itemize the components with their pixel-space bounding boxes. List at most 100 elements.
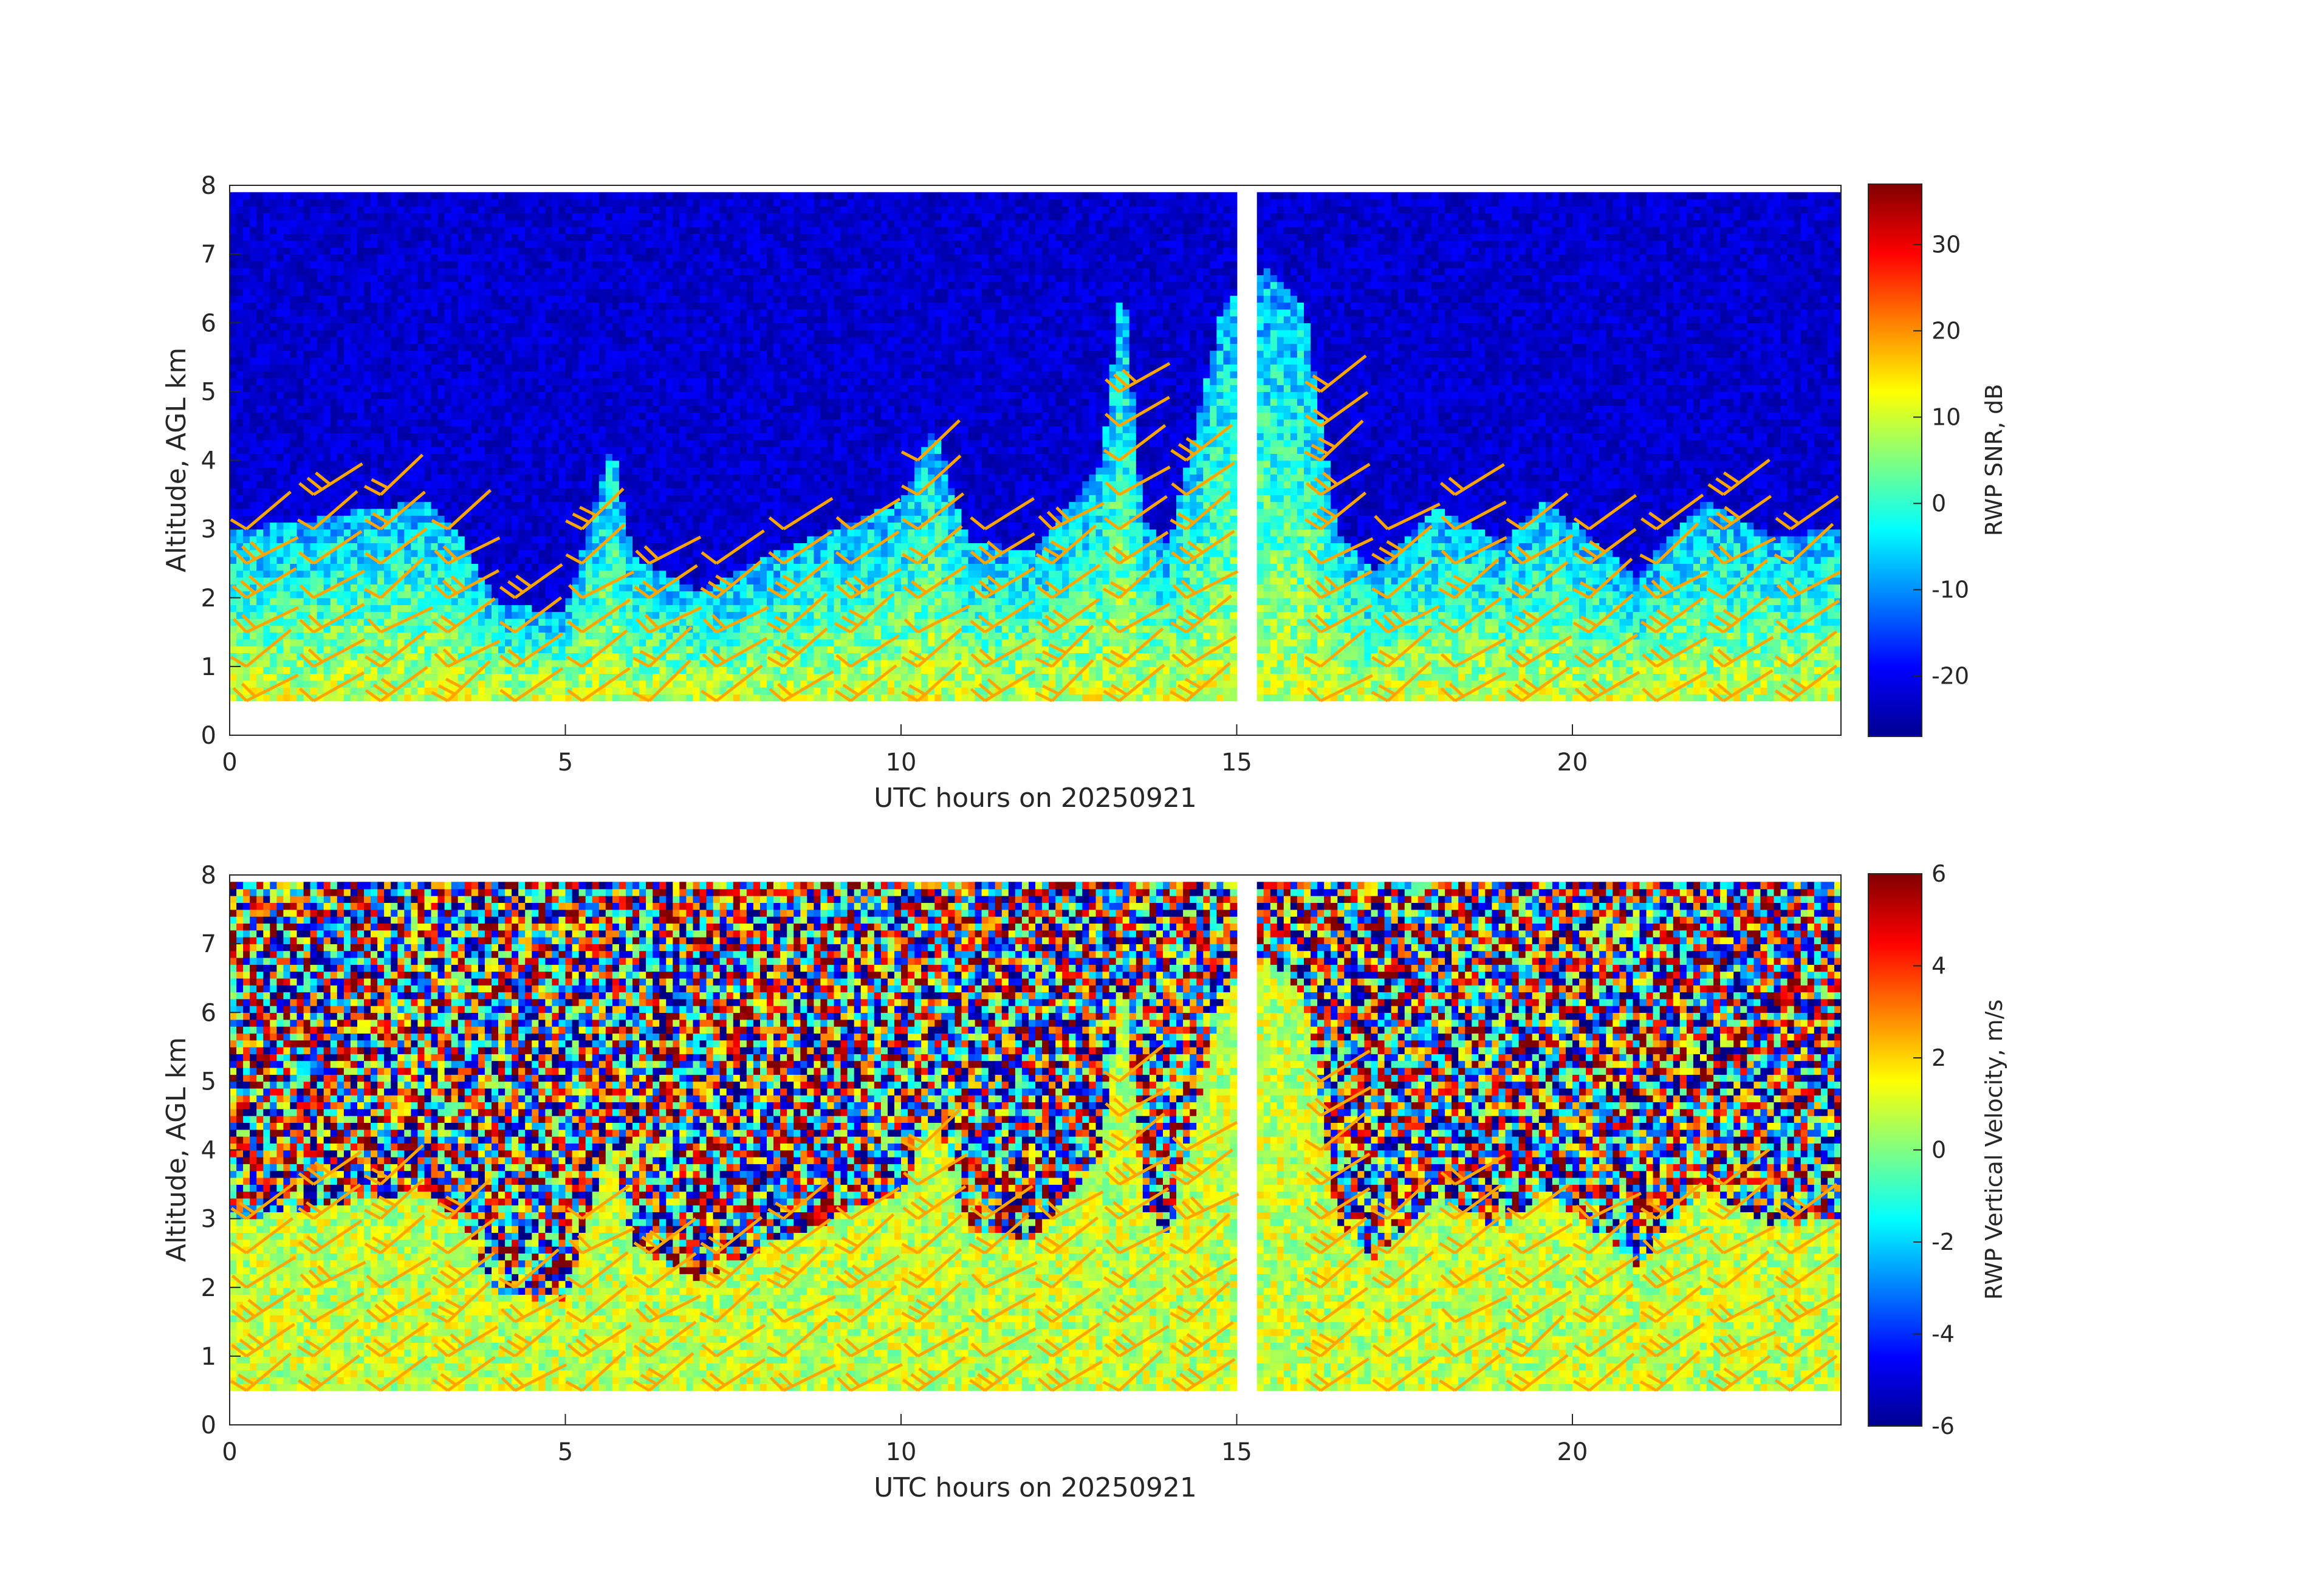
heatmap-cell: [384, 673, 391, 681]
heatmap-cell: [639, 632, 646, 639]
heatmap-cell: [256, 275, 264, 282]
heatmap-cell: [411, 426, 418, 433]
heatmap-cell: [659, 639, 667, 647]
heatmap-cell: [310, 495, 318, 502]
heatmap-cell: [243, 371, 250, 378]
heatmap-cell: [304, 509, 311, 516]
heatmap-cell: [351, 330, 358, 337]
heatmap-cell: [592, 453, 600, 461]
heatmap-cell: [606, 522, 613, 529]
heatmap-cell: [465, 433, 472, 440]
heatmap-cell: [451, 309, 459, 317]
heatmap-cell: [230, 543, 237, 550]
heatmap-cell: [276, 605, 284, 612]
heatmap-cell: [324, 501, 331, 509]
heatmap-cell: [498, 515, 506, 523]
heatmap-cell: [384, 227, 391, 234]
heatmap-cell: [404, 378, 411, 385]
heatmap-cell: [324, 378, 331, 385]
heatmap-cell: [377, 509, 385, 516]
heatmap-cell: [586, 419, 593, 427]
snr-panel: 0 5 10 15 20012345678 UTC hours on 20250921 …: [161, 172, 2007, 814]
heatmap-cell: [391, 268, 398, 275]
heatmap-cell: [310, 673, 318, 681]
heatmap-cell: [498, 571, 506, 578]
heatmap-cell: [371, 261, 378, 268]
heatmap-cell: [411, 598, 418, 605]
heatmap-cell: [438, 289, 445, 296]
heatmap-cell: [357, 550, 365, 557]
heatmap-cell: [498, 192, 506, 199]
heatmap-cell: [485, 667, 492, 674]
heatmap-cell: [532, 261, 539, 268]
heatmap-cell: [256, 611, 264, 619]
heatmap-cell: [404, 289, 411, 296]
heatmap-cell: [317, 529, 324, 537]
heatmap-cell: [579, 323, 586, 330]
heatmap-cell: [458, 364, 465, 371]
heatmap-cell: [626, 199, 633, 207]
heatmap-cell: [492, 289, 499, 296]
heatmap-cell: [230, 673, 237, 681]
heatmap-cell: [344, 591, 351, 598]
heatmap-cell: [639, 309, 646, 317]
heatmap-cell: [538, 598, 546, 605]
heatmap-cell: [512, 467, 519, 475]
heatmap-cell: [471, 254, 479, 261]
heatmap-cell: [471, 632, 479, 639]
heatmap-cell: [458, 667, 465, 674]
heatmap-cell: [518, 522, 526, 529]
heatmap-cell: [411, 646, 418, 653]
heatmap-cell: [492, 667, 499, 674]
heatmap-cell: [397, 241, 405, 248]
heatmap-cell: [377, 474, 385, 481]
heatmap-cell: [538, 591, 546, 598]
heatmap-cell: [592, 673, 600, 681]
heatmap-cell: [384, 192, 391, 199]
heatmap-cell: [310, 571, 318, 578]
heatmap-cell: [276, 302, 284, 309]
heatmap-column: [606, 192, 613, 701]
heatmap-cell: [639, 474, 646, 481]
heatmap-cell: [344, 247, 351, 255]
heatmap-cell: [525, 660, 532, 667]
heatmap-cell: [525, 646, 532, 653]
heatmap-cell: [263, 206, 270, 213]
heatmap-cell: [666, 323, 673, 330]
heatmap-cell: [357, 254, 365, 261]
heatmap-cell: [559, 302, 566, 309]
heatmap-cell: [458, 495, 465, 502]
heatmap-cell: [236, 213, 244, 220]
heatmap-cell: [337, 330, 344, 337]
heatmap-cell: [538, 268, 546, 275]
heatmap-cell: [532, 550, 539, 557]
heatmap-cell: [532, 536, 539, 543]
heatmap-cell: [337, 323, 344, 330]
heatmap-cell: [256, 192, 264, 199]
heatmap-cell: [498, 426, 506, 433]
heatmap-cell: [653, 632, 660, 639]
heatmap-cell: [659, 667, 667, 674]
heatmap-cell: [236, 488, 244, 495]
heatmap-cell: [458, 330, 465, 337]
heatmap-cell: [512, 447, 519, 454]
heatmap-cell: [498, 509, 506, 516]
heatmap-cell: [659, 343, 667, 351]
heatmap-cell: [599, 206, 606, 213]
heatmap-cell: [371, 351, 378, 358]
heatmap-cell: [256, 605, 264, 612]
heatmap-cell: [465, 351, 472, 358]
heatmap-cell: [498, 550, 506, 557]
heatmap-cell: [371, 598, 378, 605]
heatmap-cell: [425, 378, 432, 385]
heatmap-cell: [659, 577, 667, 585]
heatmap-cell: [331, 453, 338, 461]
heatmap-cell: [283, 357, 290, 365]
heatmap-cell: [351, 481, 358, 488]
heatmap-cell: [331, 625, 338, 633]
heatmap-cell: [559, 619, 566, 626]
heatmap-cell: [317, 632, 324, 639]
heatmap-cell: [659, 206, 667, 213]
heatmap-column: [377, 192, 385, 701]
heatmap-cell: [276, 474, 284, 481]
